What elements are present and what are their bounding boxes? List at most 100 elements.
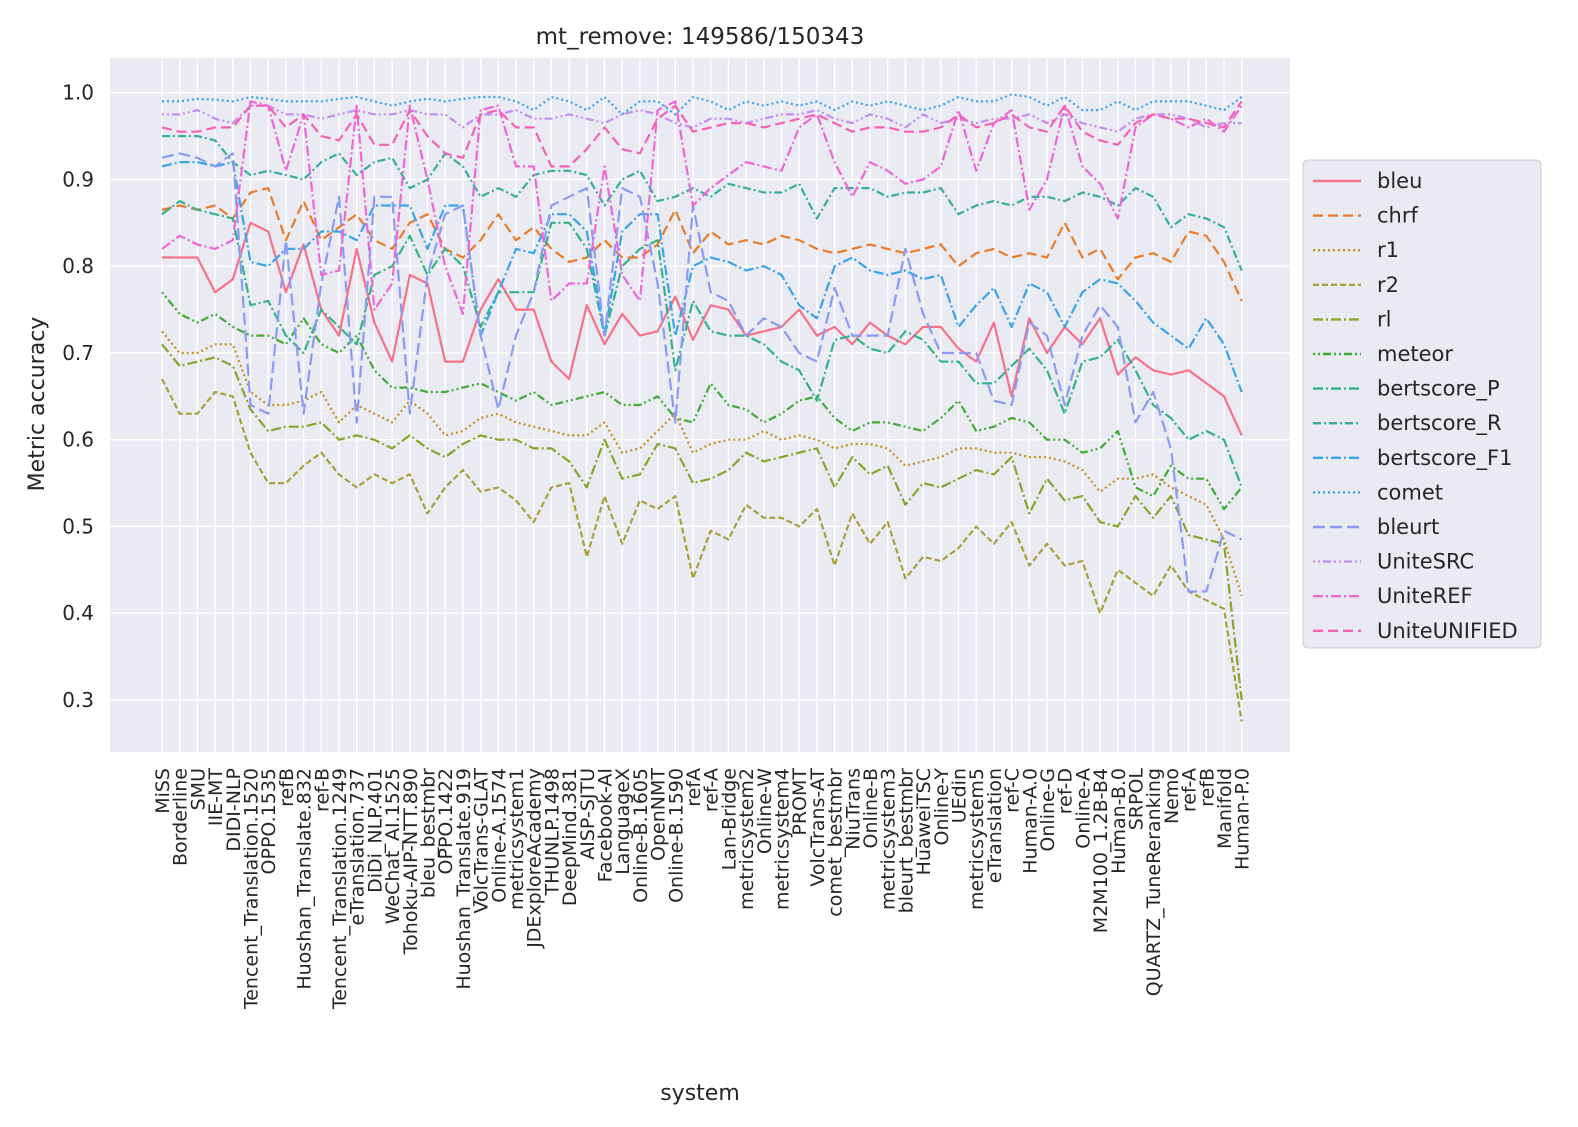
legend-label: r2 — [1377, 273, 1399, 297]
x-tick-label: bleu_bestmbr — [418, 768, 440, 898]
x-tick-label: LanguageX — [612, 768, 634, 875]
x-tick-label: VolcTrans-GLAT — [471, 768, 493, 914]
series-line-UniteSRC — [162, 104, 1242, 133]
x-tick-label: Online-Y — [931, 768, 953, 846]
legend-box — [1302, 159, 1542, 649]
legend-label: r1 — [1377, 238, 1399, 262]
x-tick-label: metricsystem1 — [506, 768, 528, 910]
series-line-comet — [162, 93, 1243, 116]
series-lines — [161, 93, 1243, 722]
y-tick-label: 0.5 — [62, 514, 94, 538]
y-axis: 0.3 0.4 0.5 0.6 0.7 0.8 0.9 1.0 — [62, 81, 94, 712]
x-tick-label: Huoshan_Translate.919 — [453, 768, 475, 990]
x-tick-label: HuaweiTSC — [913, 768, 935, 875]
chart-title: mt_remove: 149586/150343 — [536, 24, 865, 50]
legend-label: bertscore_F1 — [1377, 446, 1513, 471]
legend-label: bleurt — [1377, 515, 1439, 539]
x-tick-label: refB — [1196, 768, 1218, 807]
x-tick-label: Human-A.0 — [1019, 768, 1041, 874]
x-tick-label: DeepMind.381 — [559, 768, 581, 906]
x-tick-label: WeChat_AI.1525 — [382, 768, 404, 924]
legend-label: rl — [1377, 307, 1391, 331]
series-line-UniteREF — [161, 100, 1243, 315]
legend-label: bertscore_P — [1377, 377, 1500, 402]
series-line-bertscore_F1 — [161, 161, 1243, 393]
y-tick-label: 0.4 — [62, 601, 94, 625]
y-tick-label: 0.6 — [62, 428, 94, 452]
x-tick-label: IIE-MT — [205, 768, 227, 826]
x-tick-label: refA — [683, 768, 705, 807]
x-tick-label: metricsystem2 — [736, 768, 758, 910]
x-tick-label: Borderline — [170, 768, 192, 866]
x-tick-label: ref-A — [701, 768, 723, 812]
x-tick-label: SRPOL — [1126, 768, 1148, 831]
y-tick-label: 1.0 — [62, 81, 94, 105]
y-tick-label: 0.8 — [62, 254, 94, 278]
x-tick-label: metricsystem5 — [966, 768, 988, 910]
x-tick-label: eTranslation.737 — [347, 768, 369, 926]
x-tick-label: AISP-SJTU — [577, 768, 599, 860]
x-tick-label: Tencent_Translation.1520 — [241, 768, 263, 1010]
series-line-UniteUNIFIED — [161, 100, 1243, 168]
x-tick-label: PROMT — [789, 768, 811, 836]
legend: bleu chrf r1 r2 rl meteor bertscore_P bertscore… — [1302, 159, 1542, 649]
x-tick-label: UEdin — [949, 768, 971, 823]
x-tick-label: Tencent_Translation.1249 — [329, 768, 351, 1010]
series-line-rl — [161, 343, 1243, 701]
x-tick-label: Human-P.0 — [1232, 768, 1254, 870]
x-tick-label: metricsystem3 — [878, 768, 900, 910]
series-line-bertscore_R — [162, 135, 1243, 271]
x-tick-label: eTranslation — [984, 768, 1006, 883]
grid-lines — [110, 58, 1290, 752]
x-axis: MiSSBorderlineSMUIIE-MTDIDI-NLPTencent_T… — [152, 768, 1254, 1011]
x-tick-label: metricsystem4 — [772, 768, 794, 910]
x-tick-label: ref-D — [1055, 768, 1077, 814]
x-tick-label: OPPO.1535 — [258, 768, 280, 874]
x-tick-label: Human-B.0 — [1108, 768, 1130, 874]
x-tick-label: Online-B.1605 — [630, 768, 652, 903]
series-line-bertscore_P — [161, 200, 1243, 488]
x-tick-label: M2M100_1.2B-B4 — [1090, 768, 1112, 933]
x-tick-label: NiuTrans — [842, 768, 864, 850]
legend-label: UniteUNIFIED — [1377, 619, 1518, 643]
x-tick-label: Online-A.1574 — [488, 768, 510, 903]
y-tick-label: 0.3 — [62, 688, 94, 712]
legend-label: UniteSRC — [1377, 550, 1474, 574]
x-tick-label: refB — [276, 768, 298, 807]
x-tick-label: THUNLP.1498 — [541, 768, 563, 897]
y-axis-label: Metric accuracy — [25, 317, 50, 492]
legend-label: chrf — [1377, 204, 1418, 228]
x-tick-label: bleurt_bestmbr — [895, 768, 917, 913]
x-tick-label: QUARTZ_TuneReranking — [1143, 768, 1165, 996]
y-tick-label: 0.7 — [62, 341, 94, 365]
x-tick-label: MiSS — [152, 768, 174, 814]
x-tick-label: Tohoku-AIP-NTT.890 — [400, 768, 422, 955]
legend-label: bertscore_R — [1377, 411, 1502, 436]
legend-label: bleu — [1377, 169, 1422, 193]
x-tick-label: ref-A — [1179, 768, 1201, 812]
x-tick-label: SMU — [187, 768, 209, 810]
x-tick-label: comet_bestmbr — [825, 768, 847, 917]
x-tick-label: Online-G — [1037, 768, 1059, 852]
x-tick-label: Manifold — [1214, 768, 1236, 849]
x-tick-label: ref-C — [1002, 768, 1024, 813]
series-line-r2 — [161, 378, 1243, 722]
x-tick-label: Online-W — [754, 768, 776, 854]
legend-label: meteor — [1377, 342, 1453, 366]
x-tick-label: Lan-Bridge — [718, 768, 740, 870]
x-tick-label: Online-A — [1072, 768, 1094, 849]
series-line-bleu — [162, 221, 1243, 436]
x-tick-label: OpenNMT — [648, 768, 670, 861]
series-line-chrf — [161, 187, 1243, 302]
x-axis-label: system — [660, 1081, 740, 1106]
x-tick-label: JDExploreAcademy — [524, 768, 546, 949]
series-line-r1 — [161, 330, 1243, 597]
x-tick-label: Online-B.1590 — [665, 768, 687, 903]
legend-label: UniteREF — [1377, 584, 1473, 608]
x-tick-label: OPPO.1422 — [435, 768, 457, 874]
x-tick-label: Online-B — [860, 768, 882, 849]
x-tick-label: VolcTrans-AT — [807, 768, 829, 887]
y-tick-label: 0.9 — [62, 167, 94, 191]
x-tick-label: DIDI-NLP — [223, 768, 245, 852]
